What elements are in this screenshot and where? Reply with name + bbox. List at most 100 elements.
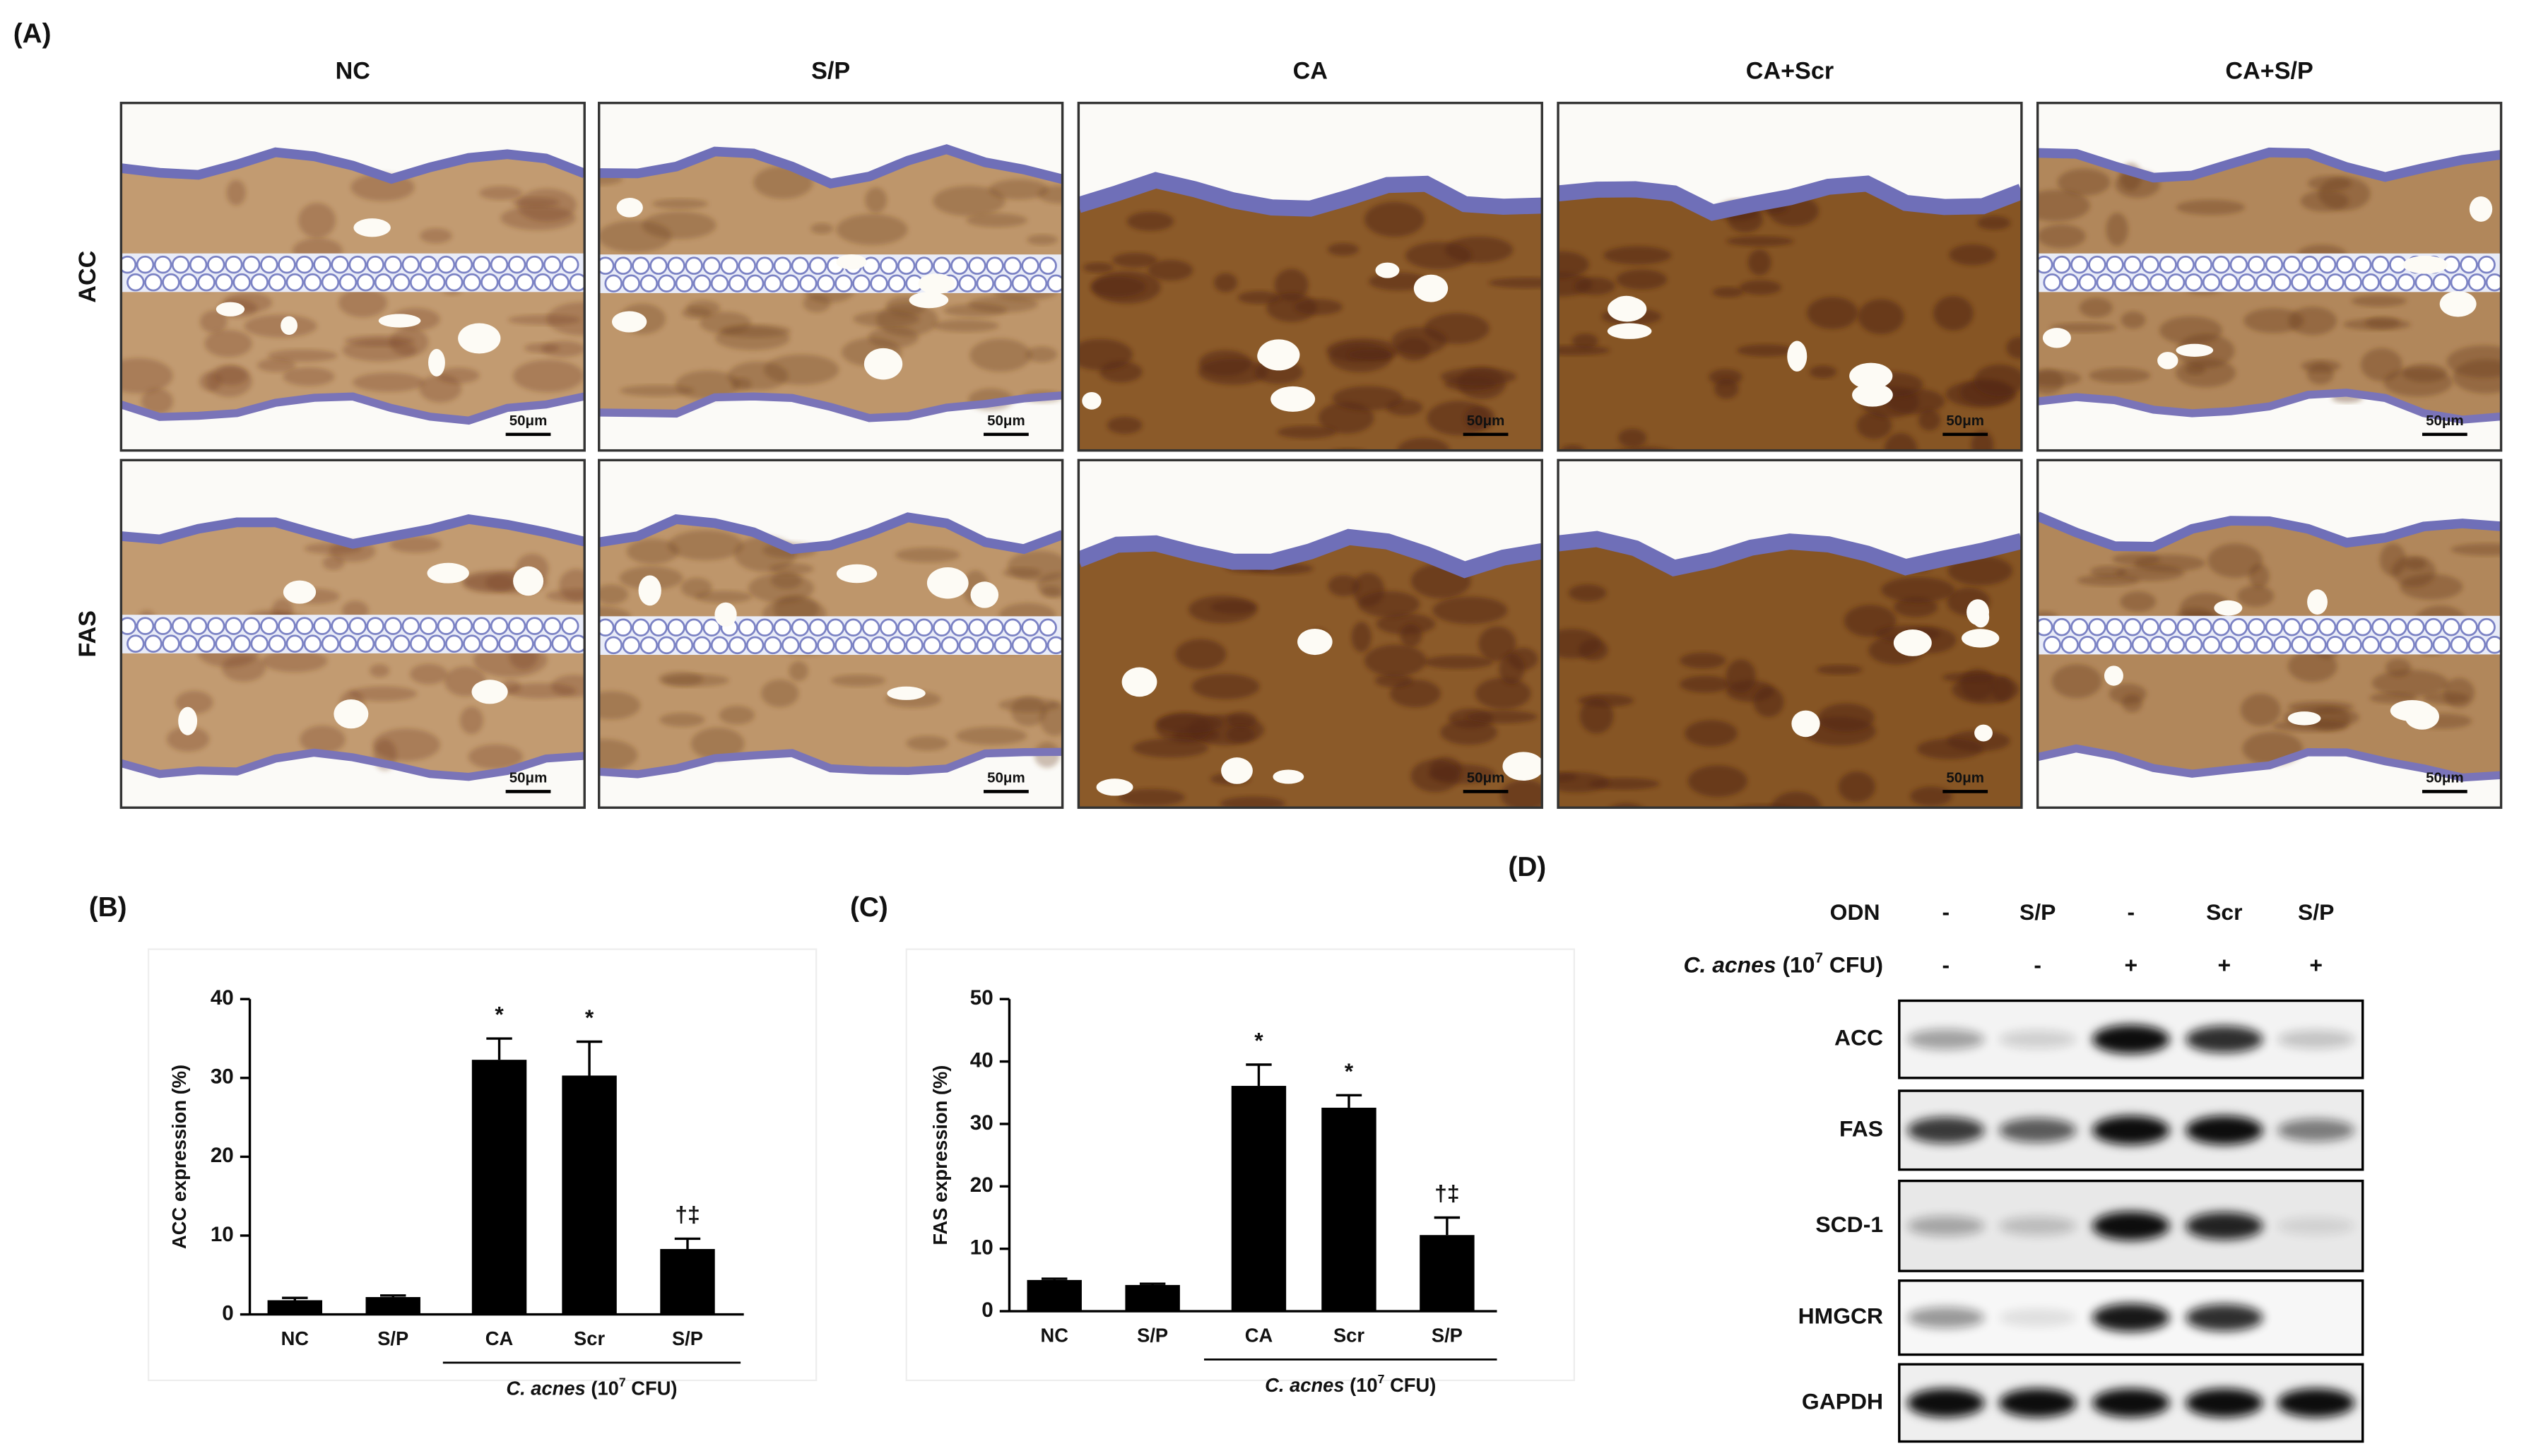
adipocyte xyxy=(2307,589,2328,615)
stain xyxy=(2159,316,2222,345)
chondrocyte xyxy=(738,256,757,275)
chondrocyte xyxy=(2131,635,2150,654)
stain xyxy=(1175,639,1227,670)
chondrocyte xyxy=(2166,635,2186,654)
adipocyte xyxy=(612,311,647,333)
stain xyxy=(1933,295,1974,331)
y-axis-label: FAS expression (%) xyxy=(929,1065,951,1245)
micrograph xyxy=(1078,102,1543,451)
stain xyxy=(1107,416,1143,434)
stain xyxy=(459,706,483,735)
bar xyxy=(471,1060,527,1315)
chondrocyte xyxy=(986,618,1004,637)
epidermis xyxy=(2037,511,2501,552)
chondrocyte xyxy=(409,273,428,292)
stain xyxy=(865,187,887,213)
chondrocyte xyxy=(879,256,898,275)
chondrocyte xyxy=(2442,617,2460,637)
chondrocyte xyxy=(2096,635,2115,654)
chondrocyte xyxy=(1029,274,1048,292)
chondrocyte xyxy=(384,617,402,635)
chondrocyte xyxy=(285,634,305,653)
band xyxy=(2277,1118,2355,1142)
stain xyxy=(1400,624,1422,647)
epidermis xyxy=(2037,744,2501,782)
stain xyxy=(479,186,522,200)
chondrocyte xyxy=(870,274,888,292)
chondrocyte xyxy=(2477,617,2496,637)
stain xyxy=(1910,786,1952,806)
stain xyxy=(989,179,1049,200)
stain xyxy=(517,189,577,222)
stain xyxy=(1858,299,1904,334)
stain xyxy=(1714,378,1739,399)
chondrocyte xyxy=(632,618,650,637)
adipocyte xyxy=(1791,710,1820,738)
lane-label: - xyxy=(2127,899,2135,925)
stain xyxy=(680,577,712,598)
adipocyte xyxy=(1972,607,1990,628)
chondrocyte xyxy=(2265,255,2284,274)
chondrocyte xyxy=(2219,273,2239,292)
chondrocyte xyxy=(409,634,428,653)
y-tick-label: 10 xyxy=(970,1236,993,1259)
chondrocyte xyxy=(745,274,765,292)
chondrocyte xyxy=(189,617,208,635)
adipocyte xyxy=(1257,346,1275,366)
stain xyxy=(1332,386,1403,411)
stain xyxy=(715,326,790,350)
chondrocyte xyxy=(861,618,880,637)
stain xyxy=(2443,677,2475,708)
chondrocyte xyxy=(366,617,384,635)
stain xyxy=(966,213,1027,227)
micrograph xyxy=(121,460,585,808)
scale-bar-label: 50μm xyxy=(1467,770,1505,786)
stain xyxy=(2079,297,2113,318)
chondrocyte xyxy=(702,618,721,637)
blot-frame xyxy=(1898,1279,2364,1356)
adipocyte xyxy=(428,348,445,377)
lane-label: S/P xyxy=(2298,899,2334,925)
chondrocyte xyxy=(781,636,800,655)
stain xyxy=(598,691,641,720)
chondrocyte xyxy=(639,636,659,655)
chondrocyte xyxy=(2043,635,2061,654)
chondrocyte xyxy=(2450,273,2469,292)
chondrocyte xyxy=(2043,273,2061,292)
chondrocyte xyxy=(2318,255,2337,274)
band xyxy=(2277,1029,2355,1049)
x-tick-label: Scr xyxy=(574,1327,605,1349)
adipocyte xyxy=(281,316,298,336)
stain xyxy=(2037,369,2082,386)
chondrocyte xyxy=(401,255,420,274)
stain xyxy=(853,311,920,327)
band xyxy=(1907,1216,1985,1236)
stain xyxy=(1026,346,1058,362)
stain xyxy=(2116,564,2185,581)
adipocyte xyxy=(2104,665,2123,686)
chondrocyte xyxy=(879,618,898,637)
chondrocyte xyxy=(710,636,729,655)
chondrocyte xyxy=(897,618,916,637)
micrograph xyxy=(2037,460,2501,808)
stain xyxy=(1579,698,1614,734)
chondrocyte xyxy=(1011,274,1030,292)
stain xyxy=(342,339,417,362)
stain xyxy=(222,654,266,682)
chondrocyte xyxy=(604,274,623,292)
chondrocyte xyxy=(632,256,650,275)
chondrocyte xyxy=(2335,255,2354,274)
chondrocyte xyxy=(2353,255,2372,274)
stain xyxy=(836,214,908,245)
chondrocyte xyxy=(2149,635,2168,654)
chondrocyte xyxy=(2219,635,2239,654)
chondrocyte xyxy=(2255,273,2274,292)
chondrocyte xyxy=(986,256,1004,275)
chondrocyte xyxy=(2247,255,2266,274)
adipocyte xyxy=(1297,628,1333,656)
adipocyte xyxy=(471,680,508,704)
chondrocyte xyxy=(2194,255,2213,274)
stain xyxy=(2176,358,2236,388)
chondrocyte xyxy=(171,617,190,635)
chondrocyte xyxy=(2326,273,2345,292)
